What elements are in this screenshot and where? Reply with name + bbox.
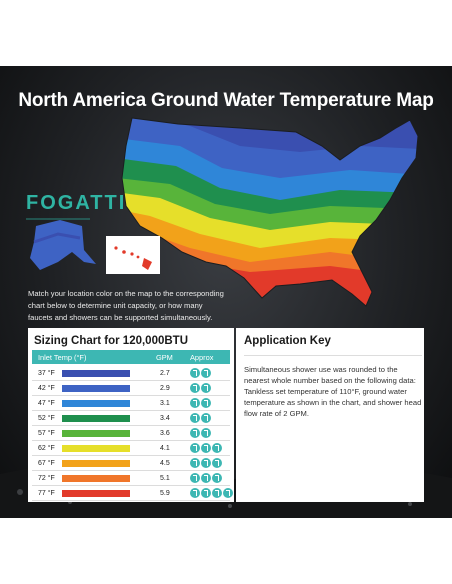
row-divider <box>32 410 230 411</box>
table-row: 52 °F 3.4 <box>32 411 230 426</box>
table-row: 37 °F 2.7 <box>32 366 230 381</box>
row-divider <box>32 485 230 486</box>
map-temperature-bands <box>122 118 418 306</box>
row-gpm: 4.1 <box>160 445 170 452</box>
shower-icon <box>201 488 211 498</box>
row-color-swatch <box>62 460 130 467</box>
header-inlet-temp: Inlet Temp (°F) <box>38 353 87 362</box>
shower-icon <box>190 413 200 423</box>
shower-icon <box>223 488 233 498</box>
row-approx-usage <box>190 473 222 483</box>
table-row: 47 °F 3.1 <box>32 396 230 411</box>
row-color-swatch <box>62 445 130 452</box>
row-color-swatch <box>62 370 130 377</box>
ground-water-temperature-panel: North America Ground Water Temperature M… <box>0 66 452 518</box>
row-color-swatch <box>62 490 130 497</box>
row-gpm: 3.1 <box>160 400 170 407</box>
row-color-swatch <box>62 430 130 437</box>
row-inlet-temp: 72 °F <box>38 475 55 482</box>
row-divider <box>32 380 230 381</box>
row-gpm: 4.5 <box>160 460 170 467</box>
sizing-chart-card: Sizing Chart for 120,000BTU Inlet Temp (… <box>28 328 234 502</box>
row-inlet-temp: 67 °F <box>38 460 55 467</box>
table-row: 57 °F 3.6 <box>32 426 230 441</box>
row-approx-usage <box>190 398 211 408</box>
row-approx-usage <box>190 443 222 453</box>
shower-icon <box>201 458 211 468</box>
table-row: 67 °F 4.5 <box>32 456 230 471</box>
logo-underline <box>26 218 90 220</box>
hawaii-inset <box>114 246 152 270</box>
row-color-swatch <box>62 400 130 407</box>
shower-icon <box>190 368 200 378</box>
row-divider <box>32 395 230 396</box>
instruction-text: Match your location color on the map to … <box>28 289 224 322</box>
page-title: North America Ground Water Temperature M… <box>18 90 434 111</box>
row-inlet-temp: 77 °F <box>38 490 55 497</box>
row-gpm: 5.9 <box>160 490 170 497</box>
shower-icon <box>201 368 211 378</box>
row-inlet-temp: 37 °F <box>38 370 55 377</box>
us-temperature-map <box>0 117 452 518</box>
row-approx-usage <box>190 383 211 393</box>
table-row: 62 °F 4.1 <box>32 441 230 456</box>
row-divider <box>32 470 230 471</box>
shower-icon <box>190 428 200 438</box>
row-gpm: 2.7 <box>160 370 170 377</box>
row-approx-usage <box>190 428 211 438</box>
row-divider <box>32 440 230 441</box>
row-gpm: 5.1 <box>160 475 170 482</box>
row-gpm: 2.9 <box>160 385 170 392</box>
row-approx-usage <box>190 368 211 378</box>
shower-icon <box>212 473 222 483</box>
table-row: 77 °F 5.9 <box>32 486 233 501</box>
shower-icon <box>201 473 211 483</box>
row-inlet-temp: 42 °F <box>38 385 55 392</box>
shower-icon <box>190 488 200 498</box>
shower-icon <box>212 443 222 453</box>
row-inlet-temp: 47 °F <box>38 400 55 407</box>
application-key-text: Simultaneous shower use was rounded to t… <box>244 365 422 418</box>
table-row: 42 °F 2.9 <box>32 381 230 396</box>
row-divider <box>32 455 230 456</box>
shower-icon <box>201 413 211 423</box>
row-color-swatch <box>62 475 130 482</box>
header-approx-usage: Approx Usage <box>190 353 214 371</box>
shower-icon <box>201 443 211 453</box>
application-key-divider <box>244 355 422 356</box>
shower-icon <box>190 458 200 468</box>
shower-icon <box>212 488 222 498</box>
row-color-swatch <box>62 415 130 422</box>
row-inlet-temp: 62 °F <box>38 445 55 452</box>
row-approx-usage <box>190 488 233 498</box>
row-gpm: 3.4 <box>160 415 170 422</box>
row-inlet-temp: 52 °F <box>38 415 55 422</box>
shower-icon <box>190 473 200 483</box>
row-approx-usage <box>190 458 222 468</box>
application-key-title: Application Key <box>244 335 331 347</box>
shower-icon <box>190 443 200 453</box>
row-divider <box>32 425 230 426</box>
sizing-chart-title: Sizing Chart for 120,000BTU <box>34 335 189 347</box>
shower-icon <box>212 458 222 468</box>
sizing-table-header: Inlet Temp (°F) GPM Approx Usage <box>32 350 230 371</box>
alaska-inset <box>30 220 96 270</box>
row-color-swatch <box>62 385 130 392</box>
table-row: 72 °F 5.1 <box>32 471 230 486</box>
shower-icon <box>190 398 200 408</box>
fogatti-logo: FOGATTI <box>26 192 127 214</box>
row-gpm: 3.6 <box>160 430 170 437</box>
shower-icon <box>201 398 211 408</box>
shower-icon <box>190 383 200 393</box>
shower-icon <box>201 428 211 438</box>
application-key-card: Application Key Simultaneous shower use … <box>236 328 424 502</box>
shower-icon <box>201 383 211 393</box>
row-approx-usage <box>190 413 211 423</box>
row-divider <box>32 500 230 501</box>
header-gpm: GPM <box>156 353 173 362</box>
row-inlet-temp: 57 °F <box>38 430 55 437</box>
